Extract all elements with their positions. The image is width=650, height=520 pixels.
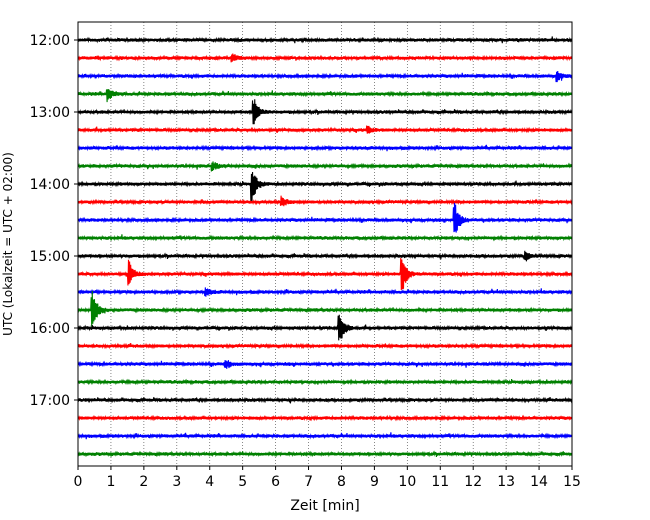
x-tick-label: 1 <box>106 474 115 490</box>
trace-row <box>77 234 573 242</box>
trace-row <box>77 202 573 233</box>
x-tick-label: 7 <box>304 474 313 490</box>
trace-row <box>77 161 573 172</box>
x-tick-label: 11 <box>431 474 449 490</box>
trace-row <box>77 291 573 329</box>
trace-row <box>77 432 573 440</box>
trace-row <box>77 144 573 152</box>
x-tick-label: 9 <box>370 474 379 490</box>
x-tick-label: 15 <box>563 474 581 490</box>
x-tick-label: 14 <box>530 474 548 490</box>
x-axis-ticks: 0 1 2 3 4 5 6 7 8 9 10 11 12 13 14 15 <box>74 466 581 490</box>
trace-row <box>77 314 573 341</box>
x-tick-label: 3 <box>172 474 181 490</box>
trace-row <box>77 250 573 262</box>
y-tick-label: 12:00 <box>30 33 70 49</box>
vertical-gridlines <box>110 22 540 466</box>
trace-row <box>77 257 573 291</box>
trace-row <box>77 342 573 350</box>
trace-row <box>77 125 573 134</box>
y-tick-label: 14:00 <box>30 177 70 193</box>
trace-row <box>77 53 573 63</box>
trace-row <box>77 172 573 203</box>
plot-frame <box>77 21 573 467</box>
trace-row <box>77 287 573 297</box>
x-tick-label: 10 <box>398 474 416 490</box>
y-tick-label: 13:00 <box>30 105 70 121</box>
trace-row <box>77 414 573 422</box>
seismogram-traces <box>77 36 573 458</box>
trace-row <box>77 89 573 103</box>
x-tick-label: 12 <box>464 474 482 490</box>
trace-row <box>77 36 573 44</box>
trace-row <box>77 450 573 458</box>
y-tick-label: 17:00 <box>30 393 70 409</box>
trace-row <box>77 360 573 369</box>
trace-row <box>77 195 573 207</box>
x-tick-label: 8 <box>337 474 346 490</box>
x-tick-label: 0 <box>74 474 83 490</box>
y-tick-label: 16:00 <box>30 321 70 337</box>
x-tick-label: 6 <box>271 474 280 490</box>
trace-row <box>77 378 573 386</box>
y-tick-label: 15:00 <box>30 249 70 265</box>
x-tick-label: 13 <box>497 474 515 490</box>
trace-row <box>77 99 573 125</box>
trace-row <box>77 396 573 404</box>
x-tick-label: 2 <box>139 474 148 490</box>
y-axis-label: UTC (Lokalzeit = UTC + 02:00) <box>1 152 15 336</box>
x-axis-label: Zeit [min] <box>290 498 359 514</box>
y-axis-ticks: 12:00 13:00 14:00 15:00 16:00 17:00 <box>30 33 78 409</box>
x-tick-label: 5 <box>238 474 247 490</box>
trace-row <box>77 71 573 83</box>
x-tick-label: 4 <box>205 474 214 490</box>
